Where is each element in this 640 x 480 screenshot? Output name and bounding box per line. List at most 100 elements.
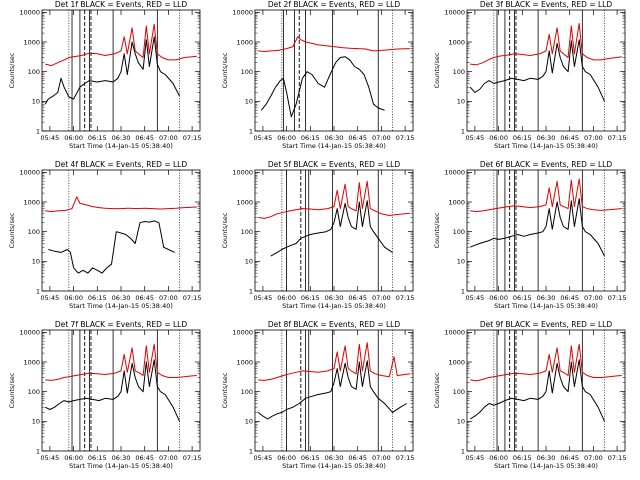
x-tick-label: 07:15: [183, 294, 202, 302]
x-tick-label: 07:15: [183, 134, 202, 142]
series-line-lld: [470, 178, 622, 212]
series-line-events: [469, 359, 605, 422]
y-tick-label: 1: [249, 127, 253, 135]
x-tick-label: 06:15: [513, 454, 532, 462]
y-tick-label: 100: [453, 228, 465, 236]
x-tick-label: 07:00: [159, 134, 178, 142]
series-line-lld: [258, 36, 410, 52]
y-tick-label: 100: [453, 68, 465, 76]
y-axis-label: Counts/sec: [221, 52, 229, 88]
x-tick-label: 05:45: [466, 134, 485, 142]
series-line-lld: [45, 196, 197, 212]
x-tick-label: 06:00: [489, 294, 508, 302]
x-tick-label: 07:15: [608, 134, 627, 142]
y-tick-label: 1000: [448, 198, 465, 206]
series-line-lld: [258, 342, 410, 381]
chart-panel: Det 4f BLACK = Events, RED = LLD 1 10 100 10…: [8, 160, 201, 310]
x-tick-label: 06:00: [489, 454, 508, 462]
y-tick-label: 1000: [23, 38, 40, 46]
x-tick-label: 05:45: [41, 294, 60, 302]
y-tick-label: 100: [241, 68, 253, 76]
x-tick-label: 07:15: [608, 294, 627, 302]
chart-title: Det 1f BLACK = Events, RED = LLD: [55, 0, 188, 9]
series-line-events: [44, 359, 180, 422]
chart-title: Det 9f BLACK = Events, RED = LLD: [480, 320, 613, 329]
chart-title: Det 3f BLACK = Events, RED = LLD: [480, 0, 613, 9]
x-tick-label: 05:45: [254, 134, 273, 142]
x-tick-label: 06:00: [489, 134, 508, 142]
y-tick-label: 10: [32, 258, 40, 266]
chart-title: Det 6f BLACK = Events, RED = LLD: [480, 160, 613, 169]
x-tick-label: 06:30: [537, 134, 556, 142]
series-line-events: [257, 360, 407, 420]
x-tick-label: 07:00: [584, 454, 603, 462]
x-tick-label: 06:30: [537, 294, 556, 302]
y-tick-label: 100: [28, 228, 40, 236]
plot-frame: [254, 329, 414, 452]
y-axis-label: Counts/sec: [433, 212, 441, 248]
x-tick-label: 05:45: [254, 294, 273, 302]
y-tick-label: 100: [241, 388, 253, 396]
series-line-lld: [45, 23, 197, 67]
x-tick-label: 06:45: [135, 134, 154, 142]
y-tick-label: 1: [461, 287, 465, 295]
x-tick-label: 06:45: [348, 294, 367, 302]
y-tick-label: 1000: [236, 198, 253, 206]
plot-frame: [254, 169, 414, 292]
y-tick-label: 10: [457, 258, 465, 266]
chart-title: Det 4f BLACK = Events, RED = LLD: [55, 160, 188, 169]
y-tick-label: 10000: [444, 329, 465, 337]
y-tick-label: 10000: [19, 329, 40, 337]
chart-title: Det 7f BLACK = Events, RED = LLD: [55, 320, 188, 329]
y-tick-label: 1: [461, 127, 465, 135]
x-tick-label: 05:45: [41, 134, 60, 142]
chart-panel: Det 1f BLACK = Events, RED = LLD 1 10 100 10…: [8, 0, 201, 150]
y-tick-label: 10000: [232, 169, 253, 177]
x-tick-label: 07:15: [396, 294, 415, 302]
y-axis-label: Counts/sec: [8, 52, 16, 88]
plot-frame: [41, 169, 201, 292]
y-tick-label: 1: [249, 447, 253, 455]
y-tick-label: 1: [36, 127, 40, 135]
x-tick-label: 07:00: [159, 454, 178, 462]
x-tick-label: 06:00: [277, 294, 296, 302]
x-tick-label: 06:45: [348, 454, 367, 462]
x-tick-label: 07:00: [159, 294, 178, 302]
x-axis-label: Start Time (14-Jan-15 05:38:40): [282, 302, 386, 310]
y-tick-label: 10000: [232, 9, 253, 17]
chart-panel: Det 5f BLACK = Events, RED = LLD 1 10 100 10…: [221, 160, 414, 310]
series-line-events: [270, 200, 393, 257]
x-tick-label: 06:45: [135, 294, 154, 302]
y-tick-label: 1: [36, 447, 40, 455]
x-axis-label: Start Time (14-Jan-15 05:38:40): [282, 462, 386, 470]
series-line-lld: [470, 343, 622, 382]
x-axis-label: Start Time (14-Jan-15 05:38:40): [69, 142, 173, 150]
y-tick-label: 1000: [23, 198, 40, 206]
y-tick-label: 1000: [23, 358, 40, 366]
x-tick-label: 06:00: [64, 134, 83, 142]
x-axis-label: Start Time (14-Jan-15 05:38:40): [69, 462, 173, 470]
y-axis-label: Counts/sec: [433, 52, 441, 88]
y-tick-label: 100: [241, 228, 253, 236]
x-axis-label: Start Time (14-Jan-15 05:38:40): [69, 302, 173, 310]
x-tick-label: 06:30: [325, 294, 344, 302]
y-tick-label: 10: [245, 258, 253, 266]
x-tick-label: 06:00: [64, 294, 83, 302]
x-tick-label: 06:30: [112, 294, 131, 302]
x-tick-label: 05:45: [41, 454, 60, 462]
chart-title: Det 2f BLACK = Events, RED = LLD: [268, 0, 401, 9]
chart-panel: Det 6f BLACK = Events, RED = LLD 1 10 100 10…: [433, 160, 626, 310]
y-tick-label: 10000: [19, 9, 40, 17]
y-tick-label: 10000: [444, 9, 465, 17]
x-axis-label: Start Time (14-Jan-15 05:38:40): [282, 142, 386, 150]
y-tick-label: 10000: [444, 169, 465, 177]
x-axis-label: Start Time (14-Jan-15 05:38:40): [494, 142, 598, 150]
y-axis-label: Counts/sec: [221, 212, 229, 248]
x-tick-label: 06:15: [88, 134, 107, 142]
x-tick-label: 06:45: [348, 134, 367, 142]
y-axis-label: Counts/sec: [8, 212, 16, 248]
series-line-lld: [258, 180, 410, 219]
x-tick-label: 06:30: [112, 454, 131, 462]
chart-panel: Det 2f BLACK = Events, RED = LLD 1 10 100 10…: [221, 0, 414, 150]
x-tick-label: 07:00: [372, 294, 391, 302]
